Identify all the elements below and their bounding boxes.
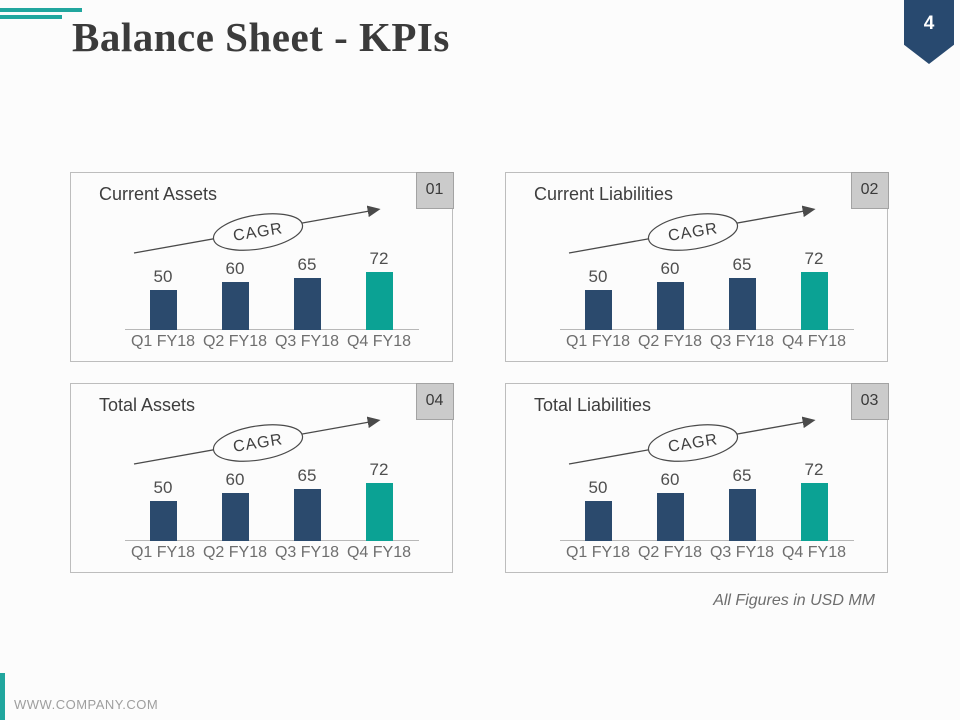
panel-number-badge: 01 [415, 171, 454, 209]
bar-q4 [800, 272, 828, 330]
kpi-panel-current-liabilities: Current Liabilities 02 CAGR 50 60 65 72 … [505, 171, 889, 362]
kpi-panel-current-assets: Current Assets 01 CAGR 50 60 65 72 Q1 FY… [70, 171, 454, 362]
bar-q4 [800, 483, 828, 541]
bar-value: 60 [225, 470, 245, 490]
axis-line [125, 329, 419, 330]
slide-title: Balance Sheet - KPIs [72, 14, 450, 60]
bar-q1 [584, 501, 612, 541]
bar-value: 65 [732, 466, 752, 486]
kpi-panel-grid: Current Assets 01 CAGR 50 60 65 72 Q1 FY… [70, 171, 889, 573]
bar-q4 [365, 272, 393, 330]
kpi-panel-total-liabilities: Total Liabilities 03 CAGR 50 60 65 72 Q1… [505, 382, 889, 573]
panel-title: Current Assets [99, 184, 218, 204]
panel-number-badge: 02 [850, 171, 889, 209]
category-label: Q3 FY18 [709, 544, 775, 561]
bar-q4 [365, 483, 393, 541]
bar-value: 50 [153, 478, 173, 498]
category-label: Q2 FY18 [637, 333, 703, 350]
bar-value: 65 [297, 466, 317, 486]
footer-url: WWW.COMPANY.COM [14, 697, 159, 712]
bar-value: 60 [225, 259, 245, 279]
footer-accent-bar [0, 673, 5, 720]
cagr-trend-arrow: CAGR [133, 205, 381, 254]
cagr-trend-arrow: CAGR [133, 416, 381, 465]
bar-q3 [293, 278, 321, 330]
cagr-trend-arrow: CAGR [568, 205, 816, 254]
bar-value: 72 [369, 460, 389, 480]
bar-value: 50 [588, 478, 608, 498]
axis-line [125, 540, 419, 541]
bar-value: 60 [660, 470, 680, 490]
page-number-badge: 4 [904, 0, 954, 64]
bar-q2 [656, 282, 684, 330]
bar-value: 65 [732, 255, 752, 275]
bar-value: 72 [369, 249, 389, 269]
panel-number-badge: 04 [415, 382, 454, 420]
header-accent-line-bottom [0, 15, 62, 19]
category-label: Q1 FY18 [565, 333, 631, 350]
bar-q3 [293, 489, 321, 541]
bar-value: 65 [297, 255, 317, 275]
panel-title: Current Liabilities [534, 184, 674, 204]
bar-q2 [221, 282, 249, 330]
axis-line [560, 329, 854, 330]
bar-q3 [728, 489, 756, 541]
panel-number-badge: 03 [850, 382, 889, 420]
kpi-panel-total-assets: Total Assets 04 CAGR 50 60 65 72 Q1 FY18… [70, 382, 454, 573]
bar-q1 [584, 290, 612, 330]
category-label: Q4 FY18 [781, 333, 847, 350]
panel-title: Total Assets [99, 395, 196, 415]
category-label: Q3 FY18 [274, 333, 340, 350]
category-label: Q4 FY18 [346, 333, 412, 350]
axis-line [560, 540, 854, 541]
category-label: Q2 FY18 [202, 544, 268, 561]
category-label: Q3 FY18 [274, 544, 340, 561]
bar-value: 72 [804, 249, 824, 269]
bar-q2 [656, 493, 684, 541]
category-label: Q4 FY18 [781, 544, 847, 561]
bar-q2 [221, 493, 249, 541]
panel-title: Total Liabilities [534, 395, 652, 415]
bar-value: 60 [660, 259, 680, 279]
bar-value: 50 [588, 267, 608, 287]
category-label: Q1 FY18 [130, 544, 196, 561]
bar-q1 [149, 290, 177, 330]
category-label: Q2 FY18 [202, 333, 268, 350]
header-accent-line-top [0, 8, 82, 12]
category-label: Q4 FY18 [346, 544, 412, 561]
bar-value: 72 [804, 460, 824, 480]
units-footnote: All Figures in USD MM [713, 592, 875, 609]
bar-value: 50 [153, 267, 173, 287]
category-label: Q2 FY18 [637, 544, 703, 561]
bar-q1 [149, 501, 177, 541]
bar-q3 [728, 278, 756, 330]
cagr-trend-arrow: CAGR [568, 416, 816, 465]
category-label: Q1 FY18 [565, 544, 631, 561]
category-label: Q1 FY18 [130, 333, 196, 350]
category-label: Q3 FY18 [709, 333, 775, 350]
